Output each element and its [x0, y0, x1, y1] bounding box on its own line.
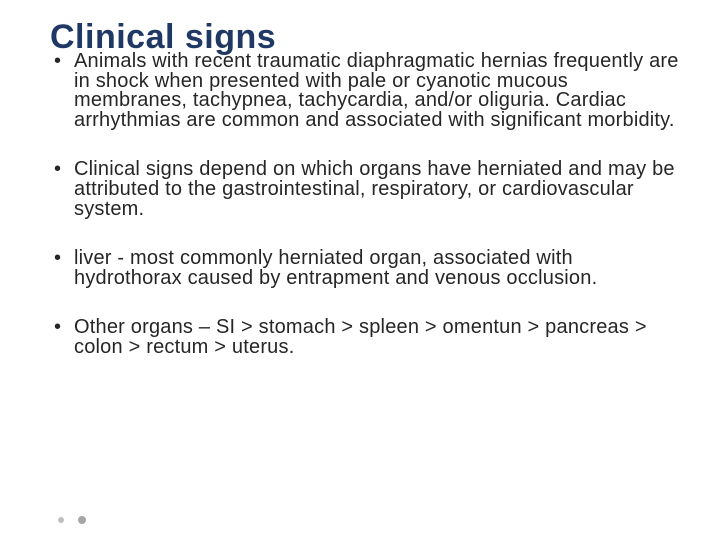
footer-dots	[58, 516, 86, 524]
bullet-item: Clinical signs depend on which organs ha…	[50, 160, 680, 219]
dot-icon	[58, 517, 64, 523]
slide-body: Animals with recent traumatic diaphragma…	[50, 52, 680, 358]
dot-icon	[78, 516, 86, 524]
bullet-item: Other organs – SI > stomach > spleen > o…	[50, 318, 680, 357]
slide: Clinical signs Animals with recent traum…	[0, 0, 720, 540]
bullet-list: Animals with recent traumatic diaphragma…	[50, 52, 680, 358]
bullet-item: liver - most commonly herniated organ, a…	[50, 249, 680, 288]
bullet-item: Animals with recent traumatic diaphragma…	[50, 52, 680, 130]
slide-title: Clinical signs	[50, 20, 680, 54]
